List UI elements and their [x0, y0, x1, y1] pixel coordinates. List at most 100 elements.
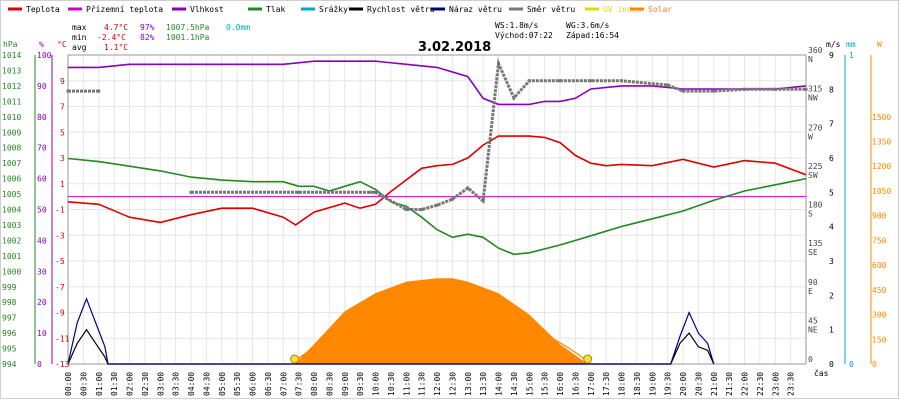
legend-label-2: Vlhkost [190, 5, 224, 14]
tick-x-28: 14:00 [495, 372, 504, 396]
tick-x-1: 00:30 [79, 372, 88, 396]
tick-solar-3: 450 [872, 286, 887, 295]
tick-x-36: 18:00 [618, 372, 627, 396]
tick-humidity-9: 90 [37, 82, 47, 91]
tick-pressure-14: 1008 [2, 144, 21, 153]
legend-label-6: Náraz větru [449, 5, 502, 14]
axes: 9949959969979989991000100110021003100410… [2, 46, 891, 396]
tick-x-37: 18:30 [633, 372, 642, 396]
tick-x-12: 06:00 [249, 372, 258, 396]
tick-x-24: 12:00 [433, 372, 442, 396]
tick-x-33: 16:30 [571, 372, 580, 396]
tick-x-11: 05:30 [233, 372, 242, 396]
tick-winddir-6: SE [808, 248, 818, 257]
tick-windspeed-5: 5 [829, 188, 834, 197]
tick-rain-1: 1 [849, 51, 854, 60]
tick-x-40: 20:00 [679, 372, 688, 396]
tick-x-2: 01:00 [95, 372, 104, 396]
tick-humidity-4: 40 [37, 236, 47, 245]
stat-avg-temp: 1.1°C [104, 43, 128, 52]
tick-windspeed-7: 7 [829, 120, 834, 129]
tick-x-18: 09:00 [341, 372, 350, 396]
tick-x-7: 03:30 [172, 372, 181, 396]
tick-pressure-18: 1012 [2, 82, 21, 91]
solar-area [294, 278, 588, 364]
tick-humidity-1: 10 [37, 329, 47, 338]
tick-solar-1: 150 [872, 335, 887, 344]
tick-winddir-9: 225 [808, 162, 823, 171]
tick-pressure-17: 1011 [2, 97, 21, 106]
x-axis-label: čas [814, 368, 829, 378]
tick-solar-9: 1350 [872, 138, 891, 147]
series-0 [67, 135, 807, 226]
tick-windspeed-0: 0 [829, 360, 834, 369]
tick-x-35: 17:30 [602, 372, 611, 396]
stat-min-press: 1001.1hPa [166, 33, 210, 42]
tick-winddir-14: NW [808, 94, 818, 103]
tick-pressure-10: 1004 [2, 206, 21, 215]
tick-x-44: 22:00 [741, 372, 750, 396]
legend-label-5: Rychlost větru [367, 5, 435, 14]
stat-max-rain: 0.0mm [226, 23, 250, 32]
unit-pct: % [39, 40, 44, 49]
tick-windspeed-3: 3 [829, 257, 834, 266]
tick-x-30: 15:00 [525, 372, 534, 396]
stat-max-press: 1007.5hPa [166, 23, 210, 32]
tick-x-27: 13:30 [479, 372, 488, 396]
tick-x-29: 14:30 [510, 372, 519, 396]
tick-x-4: 02:00 [126, 372, 135, 396]
tick-temp-10: 7 [60, 103, 65, 112]
tick-x-45: 22:30 [756, 372, 765, 396]
tick-pressure-11: 1005 [2, 190, 21, 199]
tick-humidity-5: 50 [37, 206, 47, 215]
tick-x-8: 04:00 [187, 372, 196, 396]
unit-degc: °C [57, 40, 67, 49]
unit-w: W [877, 40, 882, 49]
tick-winddir-7: 180 [808, 201, 823, 210]
unit-ms: m/s [826, 40, 841, 49]
legend-label-8: UV index [603, 5, 642, 14]
legend-label-0: Teplota [26, 5, 60, 14]
wind-dir-point-4 [297, 190, 301, 194]
tick-temp-11: 9 [60, 77, 65, 86]
tick-temp-9: 5 [60, 128, 65, 137]
tick-pressure-19: 1013 [2, 66, 21, 75]
tick-solar-7: 1050 [872, 187, 891, 196]
tick-winddir-4: E [808, 287, 813, 296]
tick-winddir-8: S [808, 210, 813, 219]
tick-x-46: 23:00 [771, 372, 780, 396]
tick-solar-10: 1500 [872, 113, 891, 122]
tick-pressure-6: 1000 [2, 267, 21, 276]
tick-winddir-13: 315 [808, 85, 823, 94]
sunset-marker [583, 354, 593, 364]
tick-x-19: 09:30 [356, 372, 365, 396]
tick-pressure-20: 1014 [2, 51, 21, 60]
tick-humidity-2: 20 [37, 298, 47, 307]
tick-temp-2: -9 [55, 309, 65, 318]
tick-x-6: 03:00 [156, 372, 165, 396]
sunrise-stat: Východ:07:22 [495, 31, 553, 40]
tick-pressure-0: 994 [2, 360, 17, 369]
stats-panel: max 4.7°C 97% 1007.5hPa 0.0mm min -2.4°C… [72, 21, 619, 52]
tick-windspeed-8: 8 [829, 85, 834, 94]
tick-x-26: 13:00 [464, 372, 473, 396]
series-6 [67, 297, 715, 365]
series-wind-dir [68, 57, 806, 211]
tick-x-0: 00:00 [64, 372, 73, 396]
tick-pressure-15: 1009 [2, 128, 21, 137]
tick-winddir-12: W [808, 132, 813, 141]
tick-winddir-10: SW [808, 171, 818, 180]
wind-dir-point-10 [450, 197, 454, 201]
tick-x-16: 08:00 [310, 372, 319, 396]
wind-dir-point-24 [804, 87, 808, 91]
tick-x-32: 16:00 [556, 372, 565, 396]
solar-arc [294, 307, 589, 362]
tick-winddir-1: 45 [808, 316, 818, 325]
tick-winddir-0: 0 [808, 355, 813, 364]
tick-x-47: 23:30 [787, 372, 796, 396]
tick-pressure-9: 1003 [2, 221, 21, 230]
tick-humidity-7: 70 [37, 144, 47, 153]
tick-pressure-4: 998 [2, 298, 17, 307]
tick-temp-3: -7 [55, 283, 65, 292]
stat-max-hum: 97% [140, 23, 155, 32]
